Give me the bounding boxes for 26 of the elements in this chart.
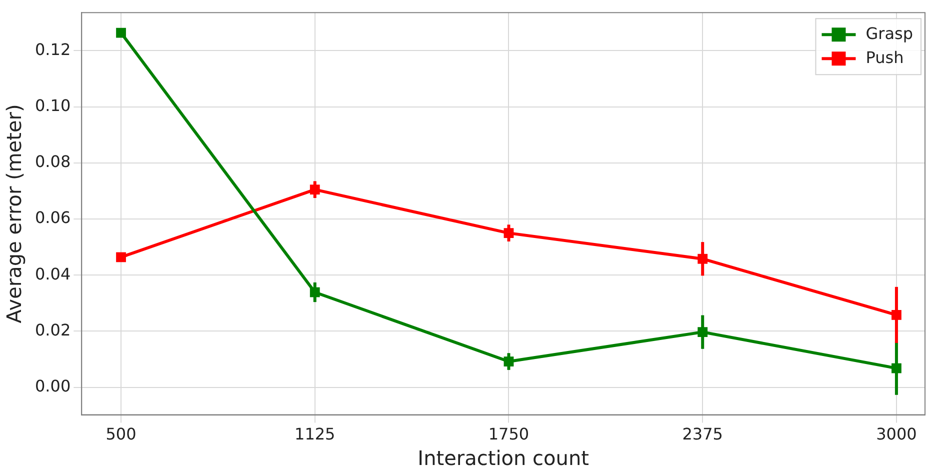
legend-label: Push (866, 48, 904, 67)
x-tick-label: 1125 (294, 424, 336, 444)
point (892, 310, 902, 320)
x-axis-title: Interaction count (418, 446, 590, 470)
point (698, 254, 708, 264)
point (310, 287, 320, 298)
x-tick-label: 1750 (488, 424, 530, 444)
point (310, 184, 320, 195)
y-axis-title: Average error (meter) (2, 104, 26, 324)
point (698, 327, 708, 338)
y-tick-label: 0.10 (35, 96, 71, 115)
y-tick-label: 0.06 (35, 208, 71, 228)
point (892, 363, 902, 374)
point (504, 228, 514, 238)
legend-label: Grasp (866, 24, 914, 43)
y-tick-label: 0.00 (35, 376, 71, 396)
point (116, 28, 126, 38)
x-tick-label: 3000 (876, 424, 917, 444)
x-tick-label: 2375 (682, 424, 723, 444)
y-tick-label: 0.02 (35, 320, 71, 340)
point (116, 252, 126, 262)
y-tick-label: 0.08 (35, 152, 71, 172)
y-tick-label: 0.04 (35, 264, 71, 284)
x-tick-label: 500 (106, 424, 136, 444)
point (504, 356, 514, 366)
y-tick-label: 0.12 (35, 40, 71, 59)
